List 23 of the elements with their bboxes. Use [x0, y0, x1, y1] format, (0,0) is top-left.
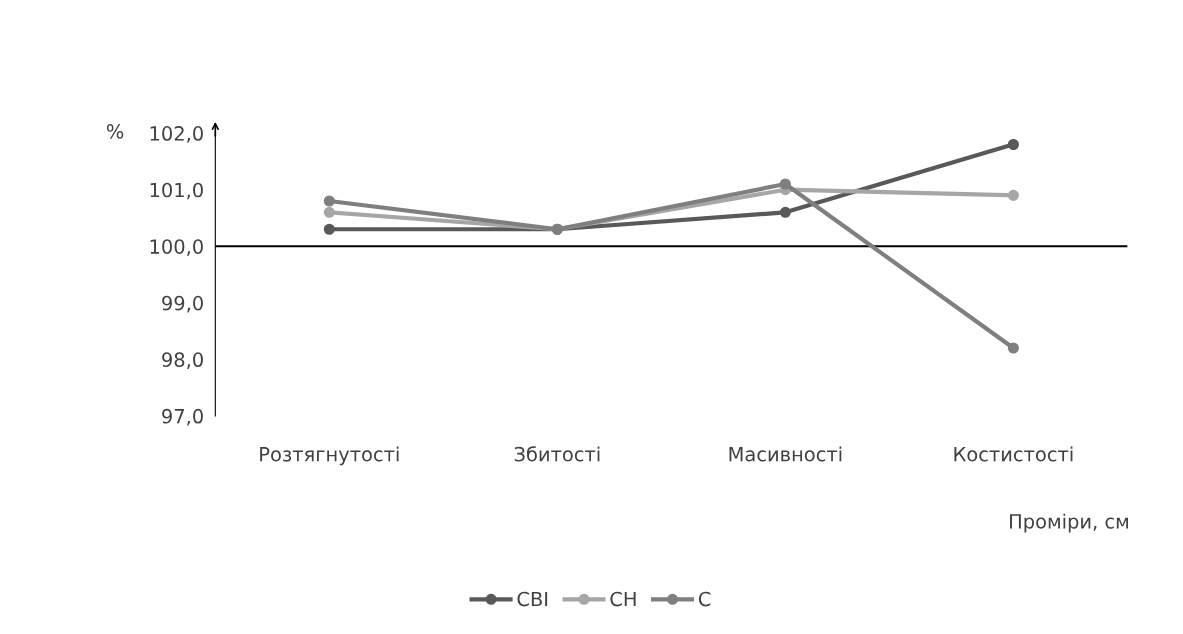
point [1007, 138, 1019, 151]
point [323, 206, 335, 218]
point [779, 206, 791, 218]
y-tick-label: 99,0 [162, 295, 203, 313]
point [323, 195, 335, 207]
y-axis-title: % [106, 124, 124, 139]
x-tick-label: Збитості [514, 446, 600, 462]
y-tick-label: 98,0 [162, 352, 203, 369]
legend-label: С [698, 591, 711, 607]
y-tick-label: 100,0 [150, 239, 203, 256]
x-tick-label: Костистості [954, 446, 1073, 462]
x-axis-title: Проміри, см [1010, 513, 1128, 533]
legend-label: СВІ [517, 591, 548, 607]
x-tick-label: Масивності [729, 446, 842, 462]
y-tick-label: 97,0 [162, 408, 203, 426]
point [323, 223, 335, 235]
y-tick-label: 101,0 [150, 182, 203, 200]
point [1007, 189, 1019, 201]
legend-label: СН [610, 591, 636, 607]
x-tick-label: Розтягнутості [260, 446, 399, 466]
y-tick-label: 102,0 [150, 126, 203, 143]
point [1007, 342, 1019, 354]
point [779, 178, 791, 190]
